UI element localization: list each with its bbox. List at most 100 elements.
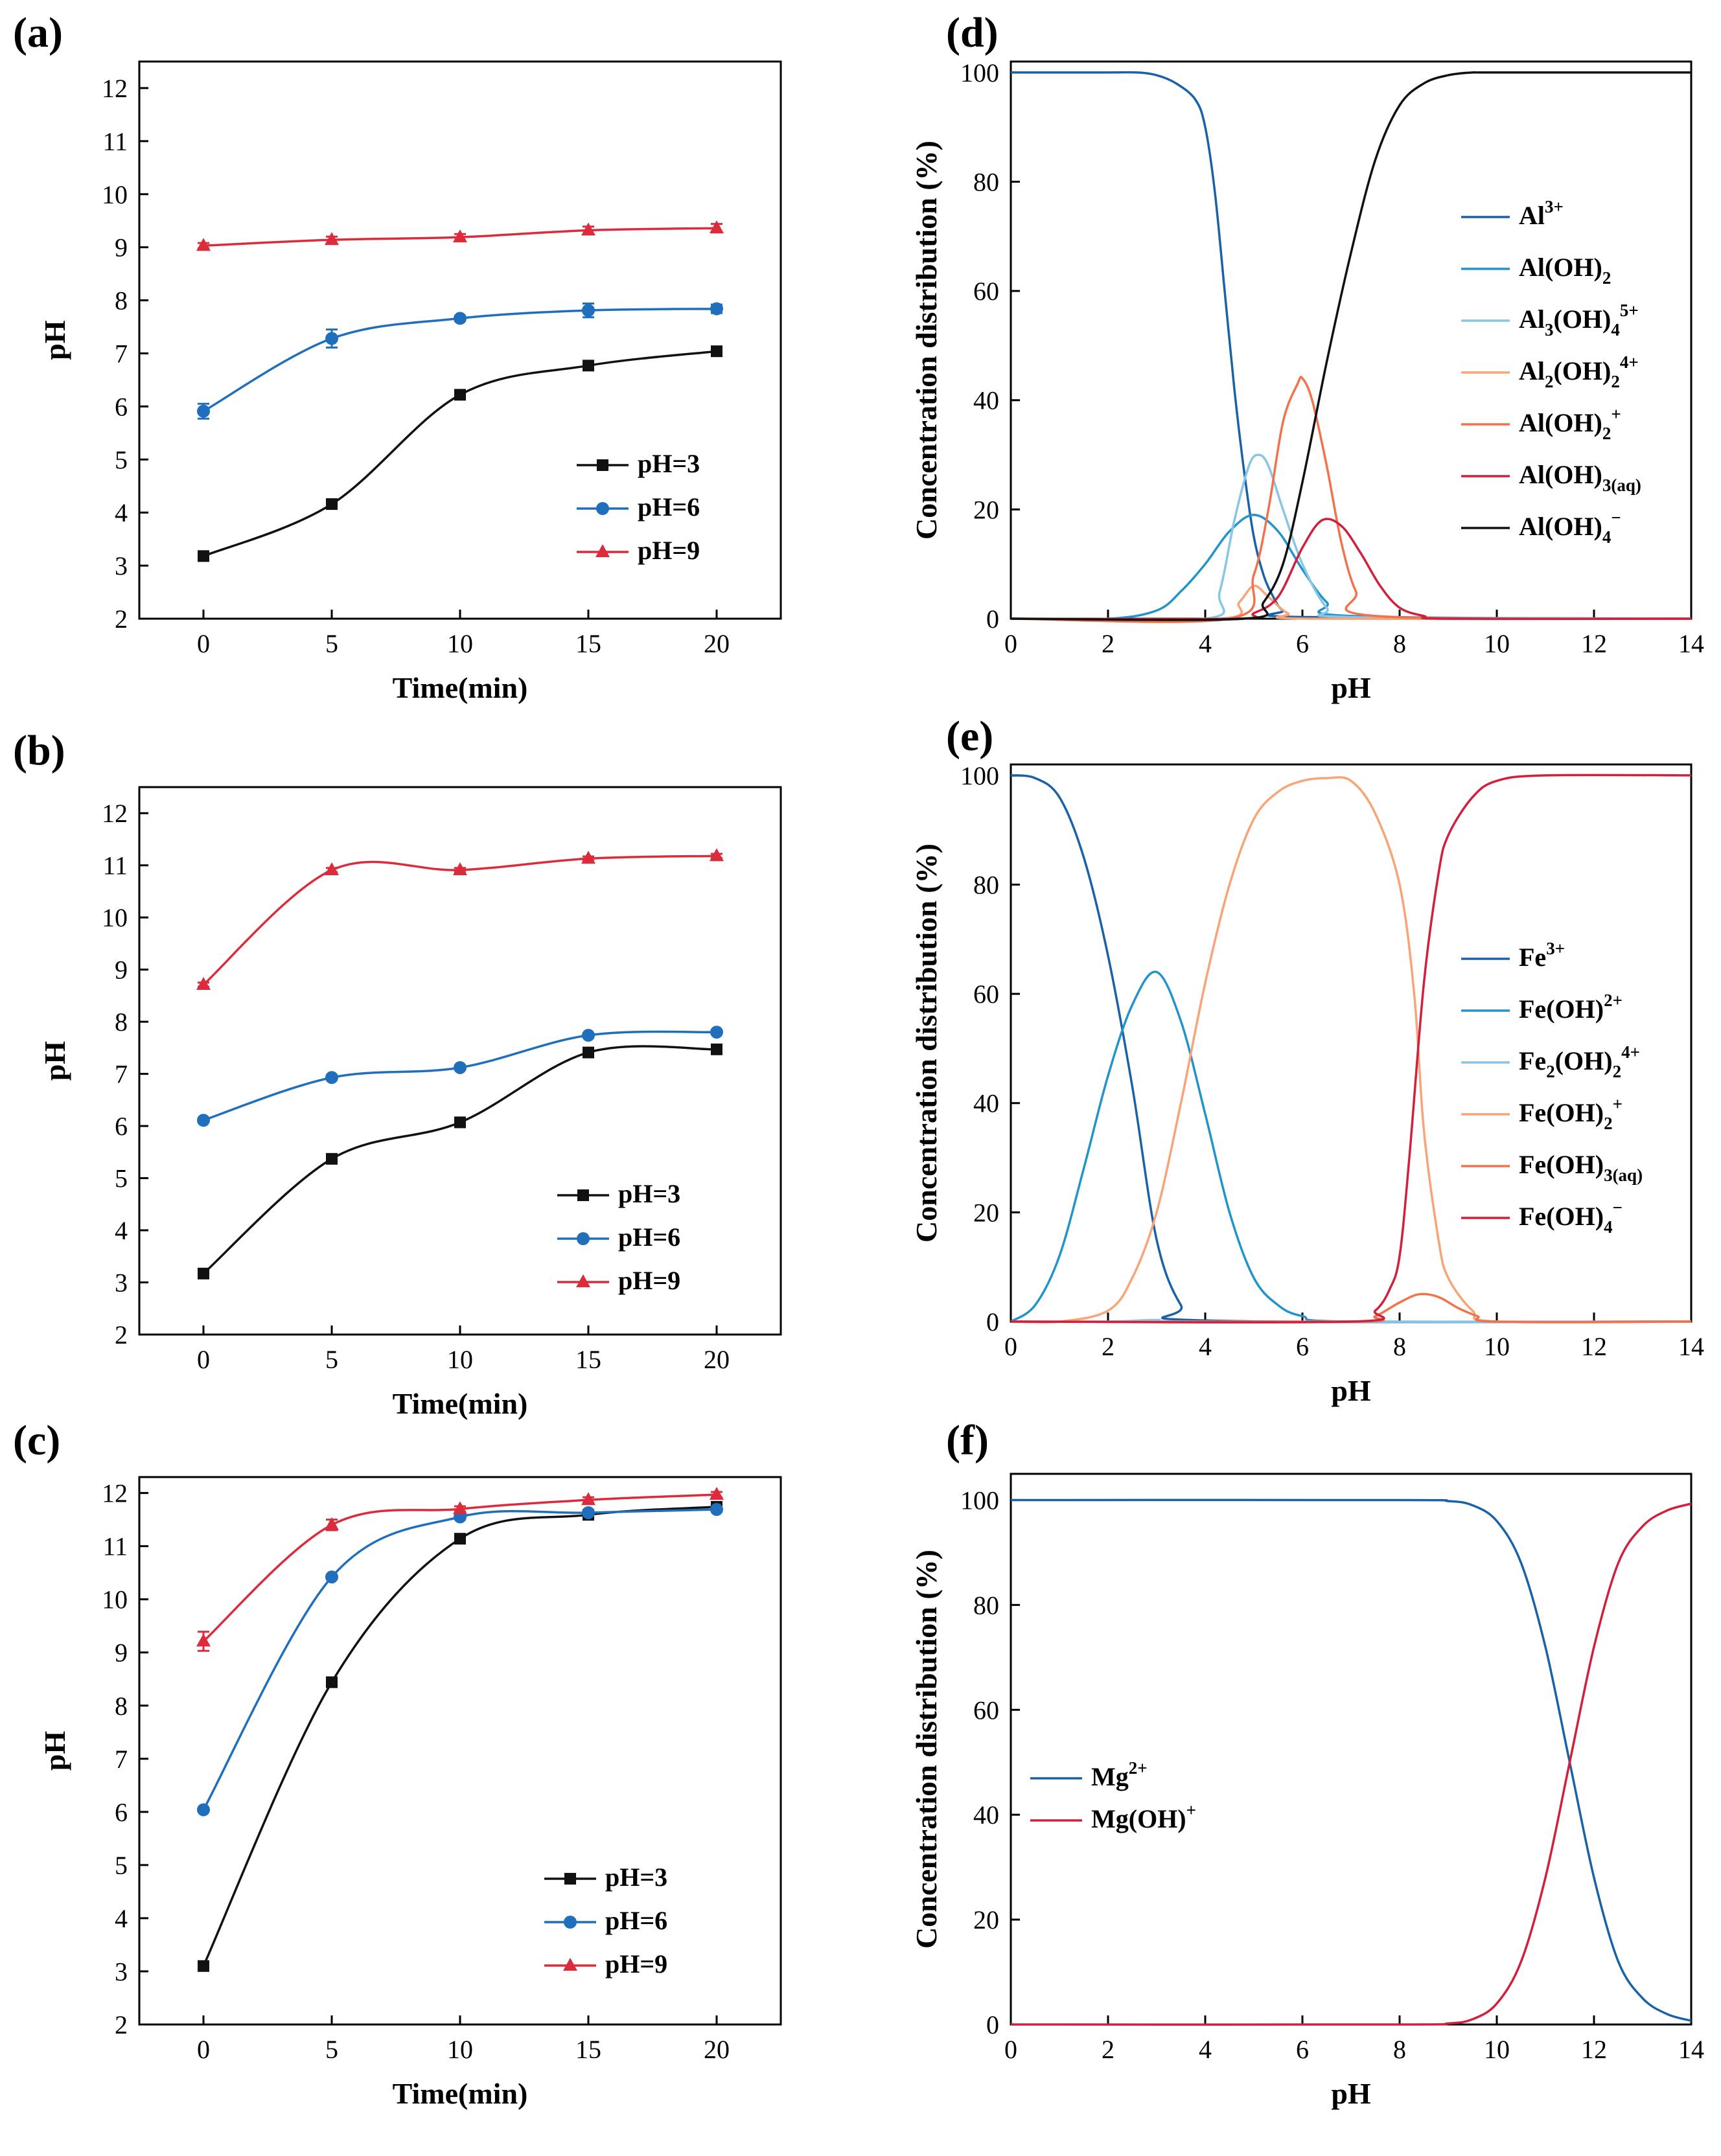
- legend-label-part: Mg(OH): [1091, 1804, 1186, 1833]
- data-point: [197, 1114, 210, 1127]
- legend-marker: [577, 1189, 589, 1201]
- x-tick-label: 4: [1199, 1332, 1212, 1361]
- legend: pH=3 pH=6 pH=9: [577, 449, 700, 565]
- data-point: [582, 1029, 595, 1042]
- series-f-0: [1010, 1498, 1692, 2022]
- data-point: [711, 345, 722, 358]
- series-line: [1010, 1498, 1692, 2022]
- x-axis-label: pH: [1331, 671, 1371, 704]
- data-point: [581, 222, 595, 236]
- legend-label-part: Fe(OH): [1519, 994, 1604, 1024]
- legend-label-part: Fe(OH): [1519, 1150, 1604, 1179]
- data-point: [711, 1043, 722, 1055]
- series-line: [202, 854, 717, 986]
- y-tick-label: 10: [102, 1585, 128, 1614]
- legend-marker: [564, 1873, 576, 1885]
- y-tick-label: 12: [102, 1479, 128, 1508]
- legend-label: Mg(OH)+: [1091, 1800, 1196, 1833]
- y-tick-label: 6: [115, 1112, 128, 1141]
- plot-frame: [1010, 763, 1692, 1323]
- x-tick-label: 8: [1393, 629, 1406, 658]
- legend-label: Fe(OH)4−: [1519, 1198, 1623, 1237]
- x-tick-label: 10: [447, 629, 473, 658]
- y-tick-label: 3: [115, 551, 128, 580]
- legend-label-part: +: [1186, 1800, 1196, 1820]
- y-tick-label: 6: [115, 392, 128, 421]
- y-axis-label: Concentration distribution (%): [910, 141, 943, 540]
- legend-label-part: +: [1613, 1094, 1623, 1114]
- legend-label: pH=6: [618, 1222, 680, 1252]
- data-point: [453, 862, 467, 875]
- y-tick-label: 9: [115, 233, 128, 262]
- legend-label-part: +: [1611, 404, 1621, 424]
- x-tick-label: 10: [447, 1345, 473, 1374]
- y-tick-label: 2: [115, 604, 128, 634]
- series-line: [203, 1030, 717, 1121]
- data-point: [583, 1046, 594, 1059]
- y-tick-label: 8: [115, 1007, 128, 1037]
- legend-label-part: Fe: [1519, 1046, 1546, 1075]
- legend-label: pH=9: [618, 1266, 680, 1295]
- data-point: [583, 360, 594, 372]
- y-tick-label: 0: [986, 604, 999, 634]
- series-line: [202, 1508, 717, 1811]
- legend-marker: [597, 459, 608, 471]
- legend: Fe3+Fe(OH)2+Fe2(OH)24+Fe(OH)2+Fe(OH)3(aq…: [1461, 939, 1643, 1237]
- legend-label: Fe(OH)3(aq): [1519, 1150, 1643, 1185]
- y-tick-label: 40: [973, 386, 999, 415]
- data-point: [198, 1960, 209, 1972]
- legend-label: pH=3: [605, 1863, 667, 1892]
- series-line: [1010, 776, 1692, 1324]
- x-tick-label: 12: [1581, 629, 1607, 658]
- legend-marker: [576, 1274, 590, 1287]
- series-e-1: [1010, 970, 1692, 1324]
- legend-label: pH=6: [638, 492, 700, 522]
- data-point: [325, 232, 339, 246]
- data-point: [710, 1503, 723, 1517]
- data-point: [710, 302, 723, 315]
- series-a-0: [198, 345, 722, 562]
- data-point: [454, 312, 467, 325]
- legend-label-part: Al(OH): [1519, 512, 1602, 541]
- chart-panel-d: 0 2 4 6 8 10 12 14 0 20 40 60 80 100 pH Concentration d…: [910, 9, 1704, 704]
- series-f-1: [1010, 1502, 1692, 2026]
- x-tick-label: 20: [704, 629, 730, 658]
- y-tick-label: 7: [115, 1060, 128, 1089]
- data-point: [325, 1570, 338, 1584]
- y-tick-label: 11: [102, 127, 128, 156]
- x-tick-label: 0: [1004, 629, 1017, 658]
- legend-label-part: Al: [1519, 304, 1545, 334]
- y-tick-label: 7: [115, 1745, 128, 1774]
- series-d-6: [1010, 71, 1691, 621]
- y-tick-label: 11: [102, 851, 128, 880]
- y-tick-label: 3: [115, 1957, 128, 1986]
- legend-label-part: 2: [1545, 372, 1554, 391]
- legend-label-part: 3(aq): [1602, 476, 1641, 495]
- x-tick-label: 20: [704, 1345, 730, 1374]
- series-b-2: [196, 848, 724, 991]
- legend-label-part: 4: [1604, 1217, 1613, 1237]
- panel-label: (d): [946, 9, 999, 56]
- data-point: [454, 1116, 466, 1129]
- x-axis-label: Time(min): [393, 2077, 528, 2110]
- x-axis-label: Time(min): [393, 671, 528, 704]
- data-point: [710, 848, 724, 862]
- data-point: [582, 1506, 595, 1519]
- x-tick-label: 12: [1581, 1332, 1607, 1361]
- legend-marker: [564, 1916, 577, 1929]
- data-point: [325, 332, 338, 345]
- legend-label: Al3+: [1519, 197, 1564, 230]
- y-tick-label: 11: [102, 1532, 128, 1561]
- panel-label: (f): [946, 1417, 989, 1464]
- legend-label-part: 2: [1611, 372, 1620, 391]
- data-point: [453, 1501, 467, 1515]
- legend-marker: [563, 1958, 577, 1971]
- panel-label: (c): [13, 1417, 60, 1464]
- data-point: [197, 1803, 210, 1817]
- y-tick-label: 100: [960, 58, 999, 87]
- x-axis-label: Time(min): [393, 1387, 528, 1420]
- chart-panel-e: 0 2 4 6 8 10 12 14 0 20 40 60 80 100 pH Concentration d…: [910, 713, 1704, 1407]
- x-tick-label: 8: [1393, 1332, 1406, 1361]
- y-tick-label: 80: [973, 167, 999, 196]
- y-tick-label: 9: [115, 1638, 128, 1668]
